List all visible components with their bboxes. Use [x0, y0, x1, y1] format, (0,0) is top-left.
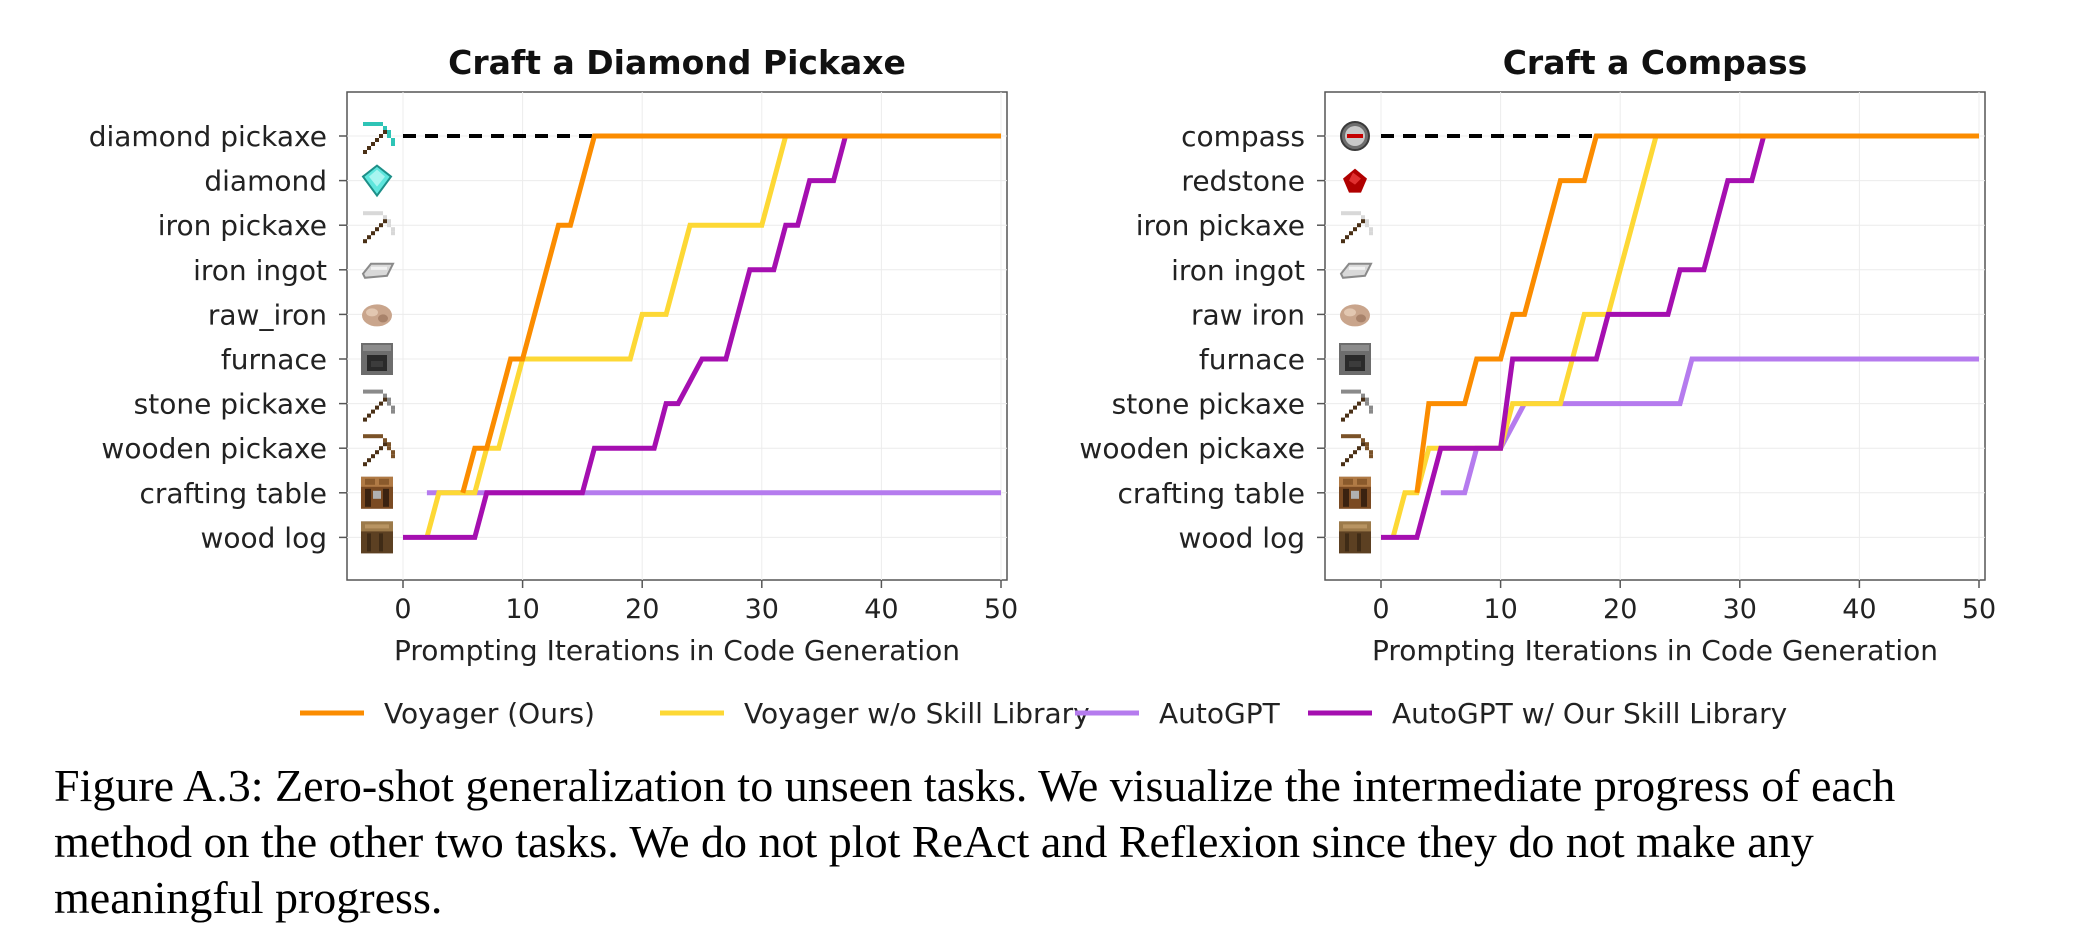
y-tick-label: wooden pickaxe [1079, 432, 1305, 465]
y-tick-label: raw_iron [208, 298, 327, 331]
y-tick-label: wooden pickaxe [101, 432, 327, 465]
iron-ingot-icon [1339, 262, 1373, 279]
legend-label: AutoGPT w/ Our Skill Library [1392, 697, 1787, 730]
y-tick-label: furnace [221, 343, 327, 376]
y-tick-label: compass [1181, 120, 1305, 153]
x-tick-label: 40 [1842, 594, 1876, 625]
series-line-autogpt-w-our-skill-library [403, 133, 1001, 540]
y-tick-label: iron pickaxe [158, 209, 327, 242]
stone-pickaxe-icon [363, 389, 395, 422]
y-tick-label: furnace [1199, 343, 1305, 376]
series-line-voyager-w-o-skill-library [1390, 133, 1979, 539]
x-tick-label: 0 [1372, 594, 1389, 625]
compass-icon [1340, 121, 1370, 151]
crafting-table-icon [361, 476, 393, 509]
y-tick-label: crafting table [139, 477, 327, 510]
crafting-table-icon [1339, 476, 1371, 509]
y-tick-label: stone pickaxe [134, 388, 327, 421]
diamond-pickaxe-icon [363, 122, 395, 154]
iron-pickaxe-icon [1341, 211, 1373, 244]
y-tick-label: raw iron [1191, 298, 1305, 331]
figure-caption: Figure A.3: Zero-shot generalization to … [54, 760, 1896, 923]
wooden-pickaxe-icon [1341, 434, 1373, 467]
x-tick-label: 20 [625, 594, 659, 625]
y-tick-label: iron ingot [1171, 254, 1305, 287]
raw-iron-icon [1340, 304, 1370, 327]
x-tick-label: 50 [984, 594, 1018, 625]
y-tick-label: wood log [1178, 521, 1305, 554]
x-tick-label: 10 [1483, 594, 1517, 625]
y-tick-label: redstone [1181, 165, 1305, 198]
x-tick-label: 30 [745, 594, 779, 625]
diamond-icon [361, 164, 393, 198]
stone-pickaxe-icon [1341, 389, 1373, 422]
wood-log-icon [1339, 521, 1371, 554]
y-tick-label: wood log [200, 521, 327, 554]
plot-frame [346, 91, 1008, 581]
y-tick-label: diamond [204, 165, 327, 198]
wooden-pickaxe-icon [363, 434, 395, 467]
wood-log-icon [361, 521, 393, 554]
x-axis-label: Prompting Iterations in Code Generation [394, 634, 960, 667]
plot-frame [1324, 91, 1986, 581]
chart-title: Craft a Compass [1503, 43, 1808, 82]
redstone-icon [1343, 168, 1367, 193]
x-tick-label: 10 [505, 594, 539, 625]
y-tick-label: stone pickaxe [1112, 388, 1305, 421]
chart-panel-1: Craft a Diamond Pickaxe 0 10 20 30 40 50 Prompt… [89, 43, 1018, 667]
legend-label: Voyager (Ours) [384, 697, 595, 730]
legend: Voyager (Ours) Voyager w/o Skill Library A… [300, 697, 1787, 730]
iron-ingot-icon [361, 262, 395, 279]
y-tick-label: iron ingot [193, 254, 327, 287]
x-tick-label: 30 [1723, 594, 1757, 625]
x-tick-label: 40 [864, 594, 898, 625]
figure: Craft a Diamond Pickaxe 0 10 20 30 40 50 Prompt… [89, 43, 1996, 730]
furnace-icon [1339, 343, 1371, 375]
series-line-voyager-ours- [460, 133, 1001, 494]
y-tick-label: diamond pickaxe [89, 120, 327, 153]
raw-iron-icon [362, 304, 392, 327]
furnace-icon [361, 343, 393, 375]
legend-label: Voyager w/o Skill Library [744, 697, 1090, 730]
chart-panel-2: Craft a Compass 0 10 20 30 40 50 Prompting Iter… [1079, 43, 1996, 667]
legend-label: AutoGPT [1159, 697, 1281, 730]
y-tick-label: iron pickaxe [1136, 209, 1305, 242]
chart-title: Craft a Diamond Pickaxe [448, 43, 906, 82]
y-tick-label: crafting table [1117, 477, 1305, 510]
x-tick-label: 50 [1962, 594, 1996, 625]
x-tick-label: 0 [394, 594, 411, 625]
iron-pickaxe-icon [363, 211, 395, 244]
series-line-voyager-w-o-skill-library [424, 133, 1001, 539]
series-line-autogpt-w-our-skill-library [1381, 133, 1979, 540]
series-line-autogpt [1440, 356, 1979, 496]
x-axis-label: Prompting Iterations in Code Generation [1372, 634, 1938, 667]
x-tick-label: 20 [1603, 594, 1637, 625]
series-line-voyager-ours- [1414, 133, 1979, 494]
